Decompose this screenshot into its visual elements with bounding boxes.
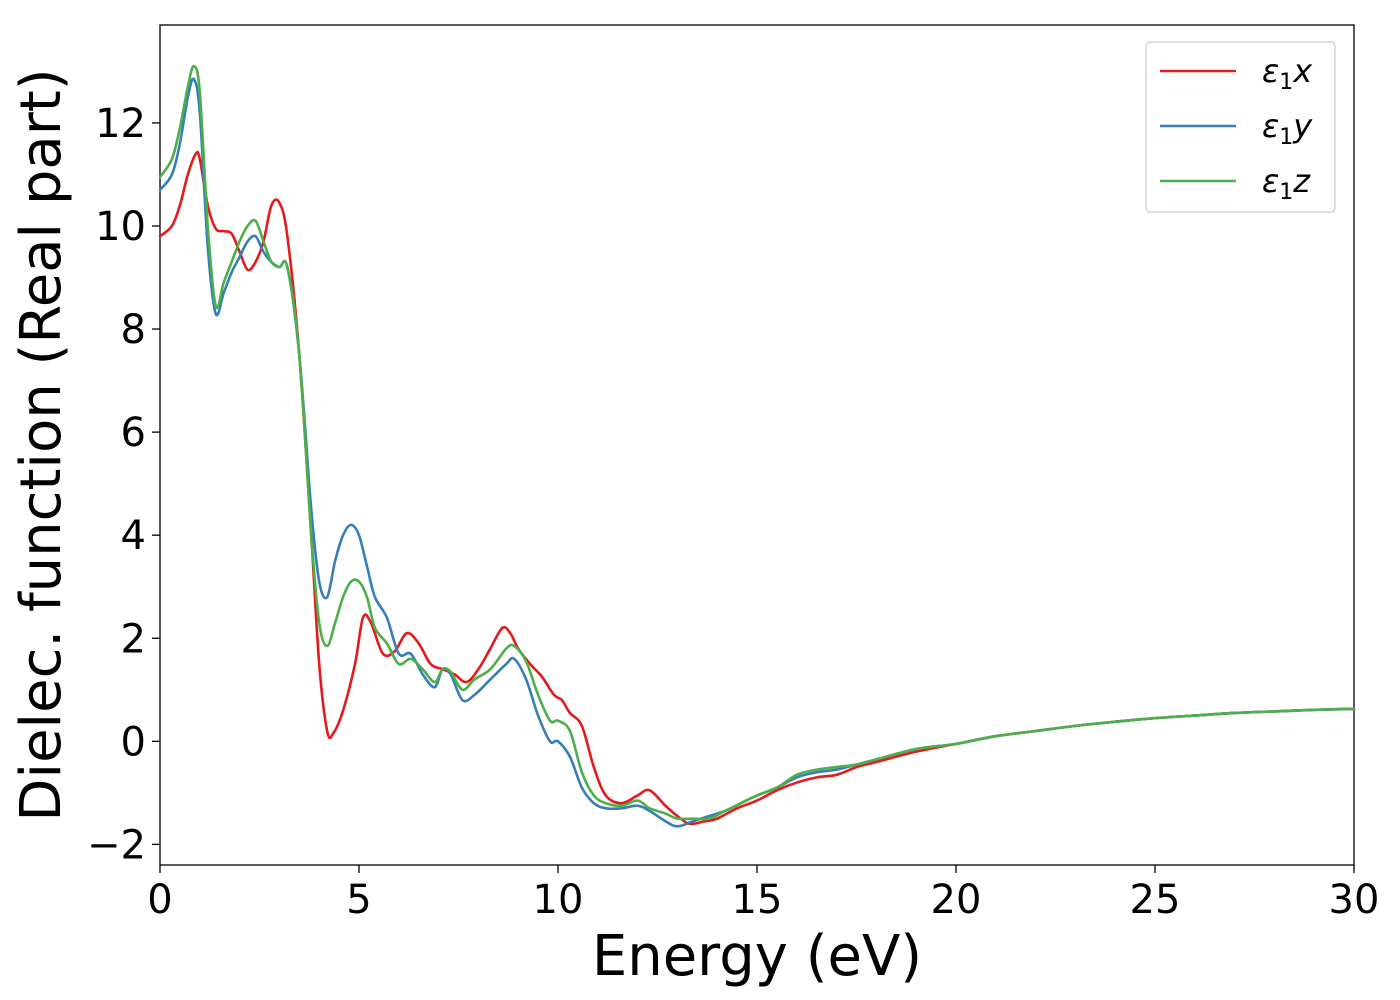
y-tick-label: 6	[121, 410, 146, 456]
x-tick-label: 10	[533, 877, 584, 923]
x-tick-label: 20	[931, 877, 982, 923]
series-lines	[158, 64, 1356, 828]
y-tick-label: 8	[121, 307, 146, 353]
x-tick-label: 5	[346, 877, 371, 923]
x-tick-label: 0	[147, 877, 172, 923]
series-line-z	[158, 64, 1356, 821]
legend-label-z: ε1z	[1262, 162, 1311, 205]
series-line-x	[158, 150, 1356, 826]
legend-label-x: ε1x	[1262, 52, 1313, 95]
y-axis-ticks: −2 0 2 4 6 8 10 12	[87, 101, 160, 868]
y-tick-label: −2	[87, 822, 146, 868]
legend: ε1x ε1y ε1z	[1145, 41, 1336, 213]
legend-label-y: ε1y	[1262, 107, 1313, 150]
y-tick-label: 0	[121, 719, 146, 765]
y-tick-label: 12	[95, 101, 146, 147]
y-axis-label: Dielec. function (Real part)	[9, 68, 74, 821]
x-tick-label: 25	[1130, 877, 1181, 923]
x-axis-ticks: 0 5 10 15 20 25 30	[147, 865, 1379, 923]
x-tick-label: 30	[1329, 877, 1380, 923]
legend-box	[1145, 41, 1336, 213]
y-tick-label: 4	[121, 513, 146, 559]
x-tick-label: 15	[732, 877, 783, 923]
y-tick-label: 2	[121, 616, 146, 662]
y-tick-label: 10	[95, 204, 146, 250]
x-axis-label: Energy (eV)	[592, 924, 922, 989]
